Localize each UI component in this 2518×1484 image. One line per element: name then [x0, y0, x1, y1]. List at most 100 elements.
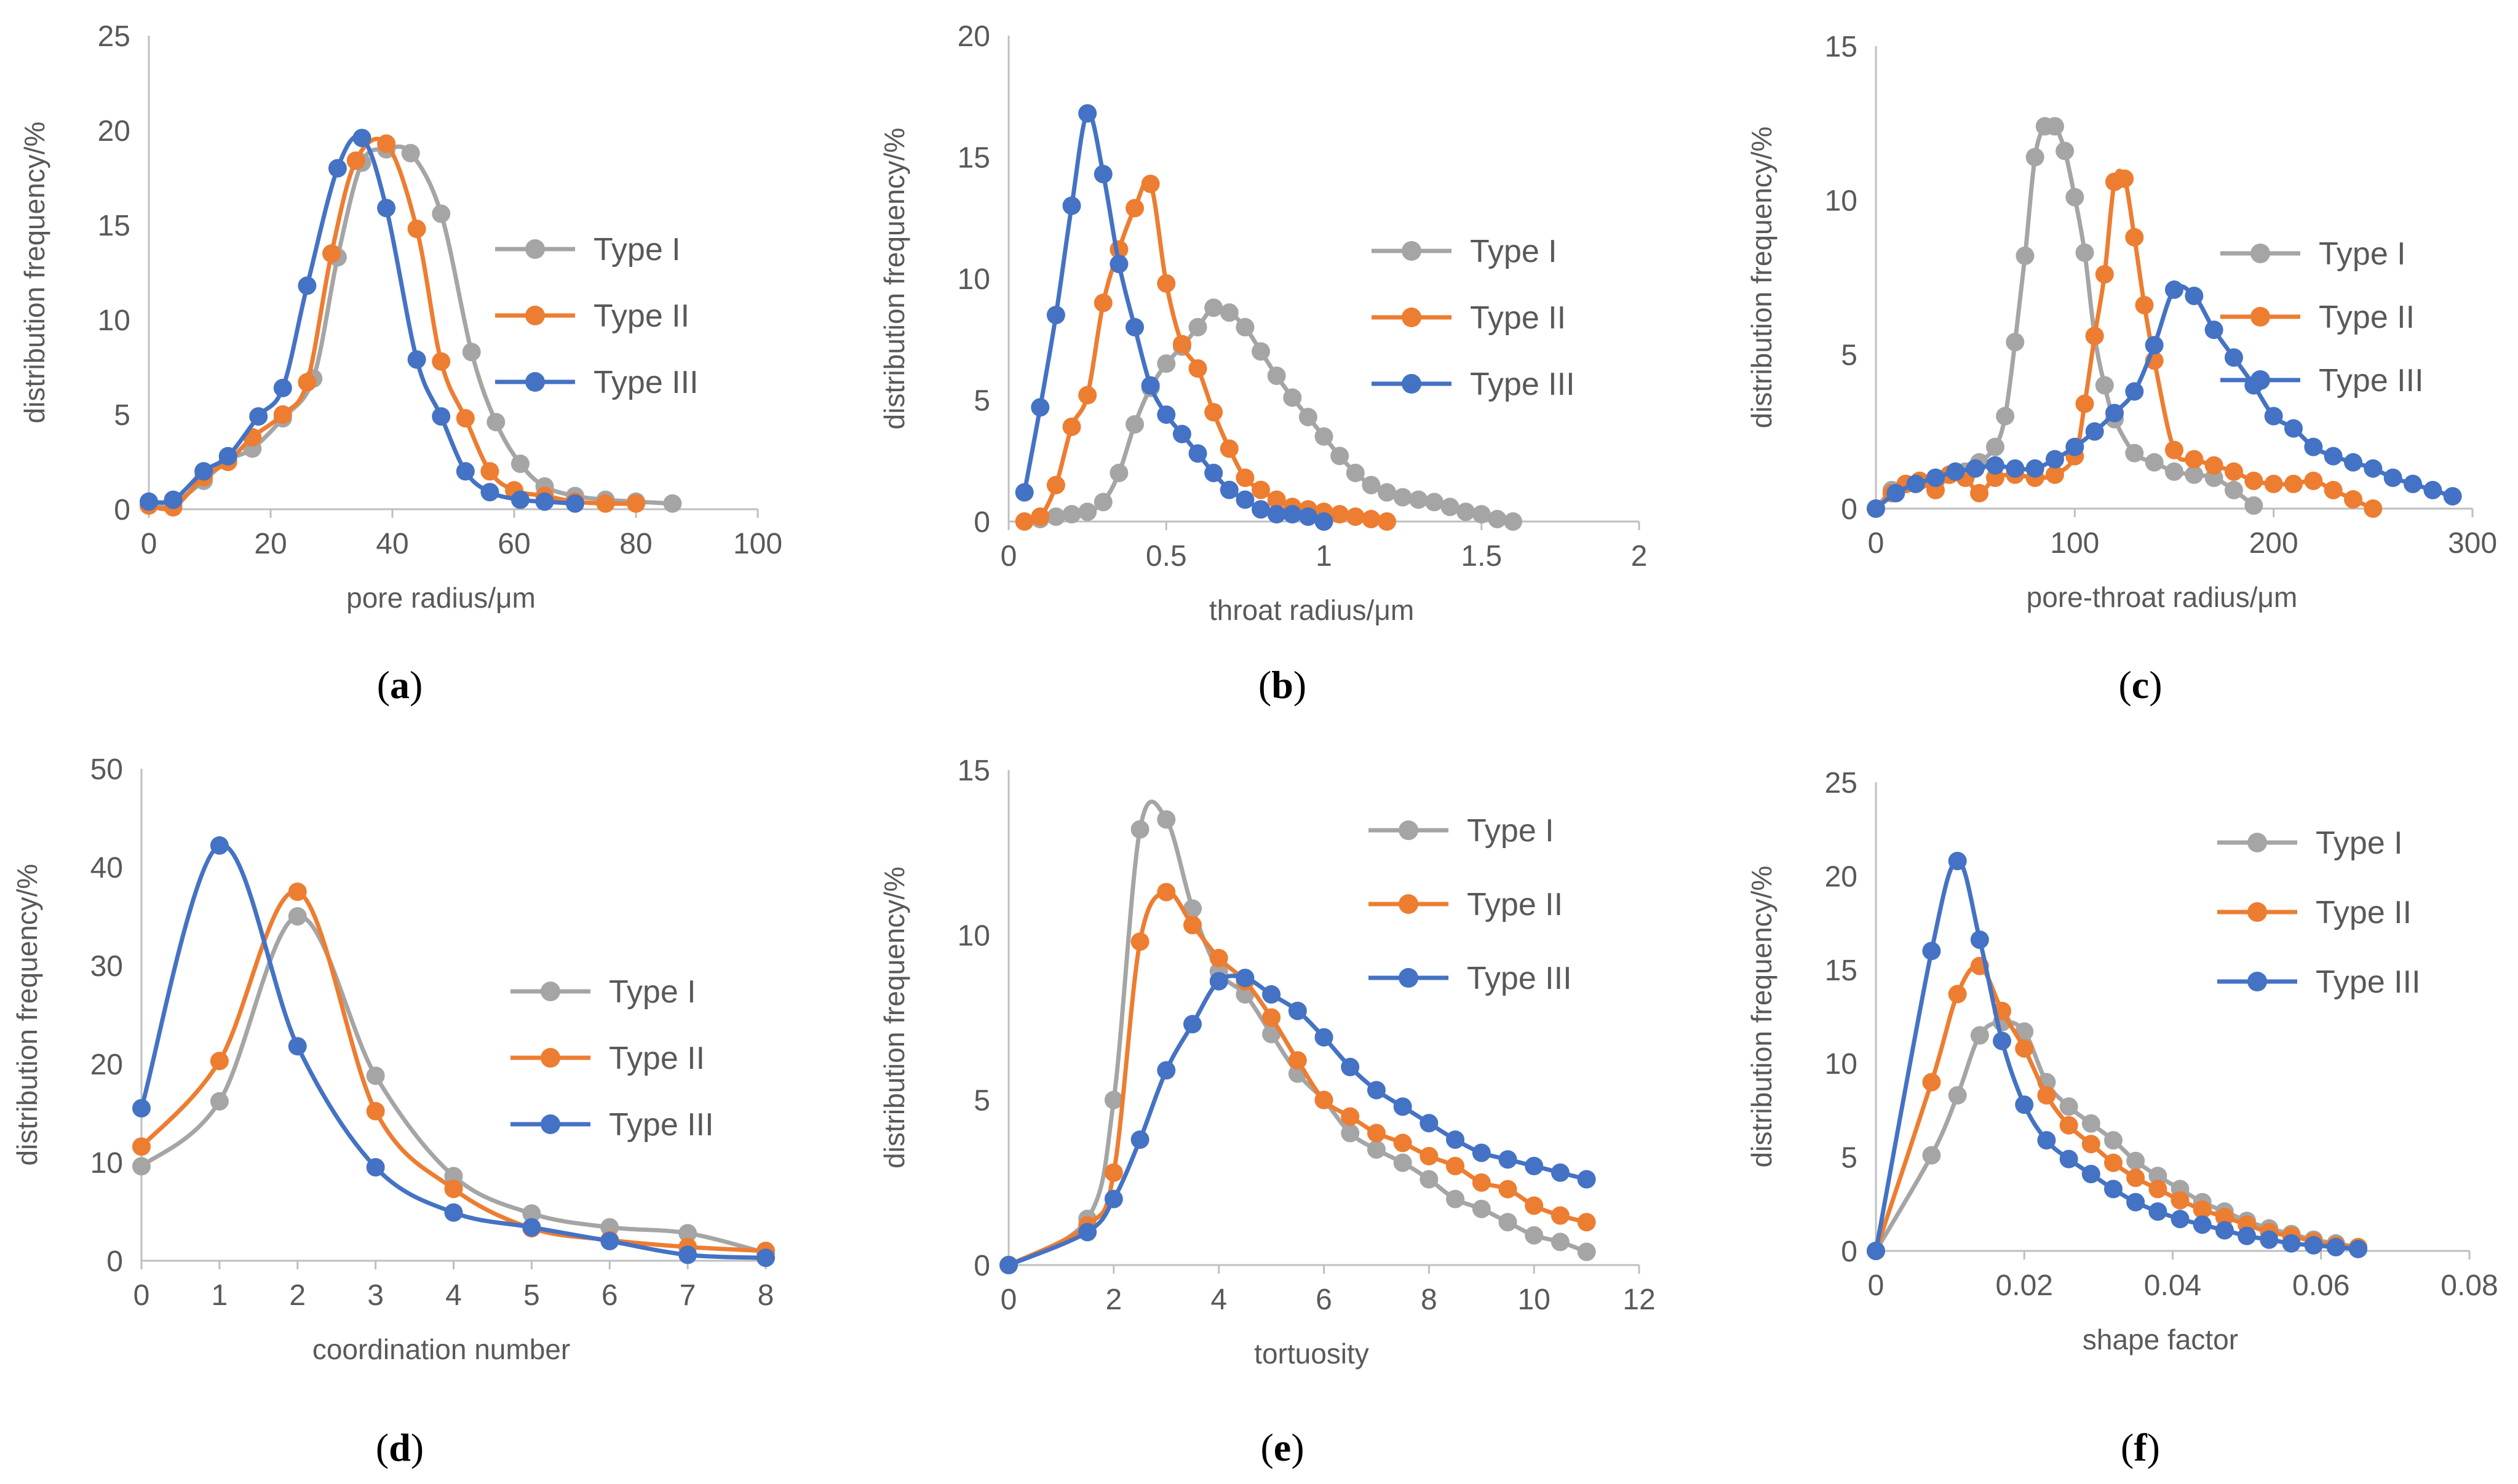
x-tick-label: 0	[1868, 1269, 1885, 1302]
data-point	[2185, 465, 2204, 484]
data-point	[1393, 1133, 1412, 1153]
legend-entry: Type II	[2316, 895, 2412, 930]
data-point	[1141, 174, 1160, 193]
data-point	[1126, 415, 1144, 434]
data-point	[462, 343, 481, 362]
data-point	[600, 1232, 619, 1250]
data-point	[1378, 483, 1396, 502]
x-tick-label: 6	[1316, 1284, 1332, 1316]
x-tick-label: 1	[212, 1279, 228, 1312]
data-point	[132, 1137, 151, 1156]
data-point	[2104, 1153, 2123, 1172]
data-point	[2037, 1086, 2056, 1105]
data-point	[2148, 1180, 2167, 1199]
data-point	[1922, 942, 1941, 961]
data-point	[510, 454, 530, 474]
data-point	[1078, 104, 1097, 123]
data-point	[1267, 505, 1286, 524]
data-point	[1015, 512, 1034, 531]
legend-swatch-marker	[2250, 370, 2270, 390]
data-point	[346, 151, 365, 170]
data-point	[1472, 1199, 1491, 1218]
data-point	[1886, 483, 1905, 502]
data-point	[2148, 1202, 2167, 1221]
data-point	[1577, 1170, 1596, 1189]
data-point	[1867, 499, 1885, 518]
data-point	[1188, 444, 1207, 463]
data-point	[210, 836, 229, 855]
data-point	[1986, 456, 2004, 475]
data-point	[1126, 199, 1144, 218]
data-point	[2125, 443, 2144, 462]
x-axis-title: shape factor	[2083, 1323, 2238, 1355]
data-point	[2244, 496, 2263, 515]
data-point	[1252, 342, 1270, 361]
x-tick-label: 2	[1105, 1284, 1122, 1316]
x-tick-label: 60	[498, 528, 530, 560]
data-point	[1948, 852, 1967, 871]
data-point	[1062, 196, 1081, 215]
data-point	[1172, 424, 1191, 443]
x-tick-label: 0.5	[1146, 540, 1187, 573]
data-point	[2326, 1237, 2345, 1256]
data-point	[480, 483, 499, 502]
data-point	[2055, 141, 2075, 161]
data-point	[2383, 468, 2402, 487]
y-tick-label: 0	[1841, 493, 1857, 526]
data-point	[1440, 498, 1460, 517]
legend-entry: Type III	[2319, 363, 2424, 399]
data-point	[2204, 320, 2223, 339]
data-point	[1906, 474, 1925, 493]
data-point	[1341, 1124, 1360, 1143]
data-point	[210, 1092, 229, 1111]
data-point	[432, 407, 451, 426]
data-point	[1314, 1028, 1333, 1047]
x-tick-label: 5	[523, 1279, 540, 1312]
data-point	[1472, 1173, 1491, 1192]
legend-entry: Type II	[1467, 887, 1563, 923]
data-point	[1104, 1163, 1123, 1182]
data-point	[1314, 512, 1333, 531]
data-point	[2025, 459, 2044, 478]
data-point	[2185, 287, 2204, 306]
series-line-type-i	[1039, 304, 1514, 524]
data-point	[2170, 1191, 2190, 1210]
legend-swatch-marker	[1399, 820, 1418, 840]
data-point	[757, 1248, 775, 1268]
y-tick-label: 50	[90, 753, 123, 786]
legend-entry: Type I	[594, 232, 681, 268]
data-point	[2075, 394, 2094, 413]
data-point	[366, 1101, 385, 1121]
x-tick-label: 80	[619, 528, 652, 560]
data-point	[1126, 318, 1144, 336]
data-point	[2015, 1095, 2034, 1114]
data-point	[1926, 468, 1945, 487]
data-point	[2193, 1200, 2212, 1219]
y-tick-label: 15	[1825, 954, 1857, 987]
y-tick-label: 15	[1825, 31, 1857, 63]
data-point	[2215, 1208, 2234, 1227]
data-point	[456, 462, 475, 481]
data-point	[2344, 490, 2362, 509]
data-point	[1236, 969, 1255, 988]
data-point	[2046, 450, 2064, 469]
data-point	[2170, 1210, 2190, 1229]
data-point	[1472, 1143, 1491, 1162]
data-point	[1472, 505, 1491, 524]
y-tick-label: 0	[974, 506, 990, 539]
data-point	[2059, 1116, 2078, 1135]
y-tick-label: 10	[98, 304, 130, 337]
data-point	[1498, 1213, 1517, 1232]
data-point	[1551, 1163, 1570, 1182]
data-point	[288, 1037, 307, 1056]
data-point	[1409, 490, 1428, 509]
data-point	[600, 1218, 619, 1237]
data-point	[1252, 500, 1270, 519]
panel-label: (d)	[376, 1426, 424, 1469]
data-point	[2081, 1114, 2100, 1133]
data-point	[1046, 507, 1065, 526]
legend-entry: Type III	[1470, 367, 1575, 402]
y-tick-label: 5	[1841, 339, 1857, 371]
series-line-type-ii	[1873, 963, 2359, 1252]
x-tick-label: 0	[1001, 540, 1017, 573]
